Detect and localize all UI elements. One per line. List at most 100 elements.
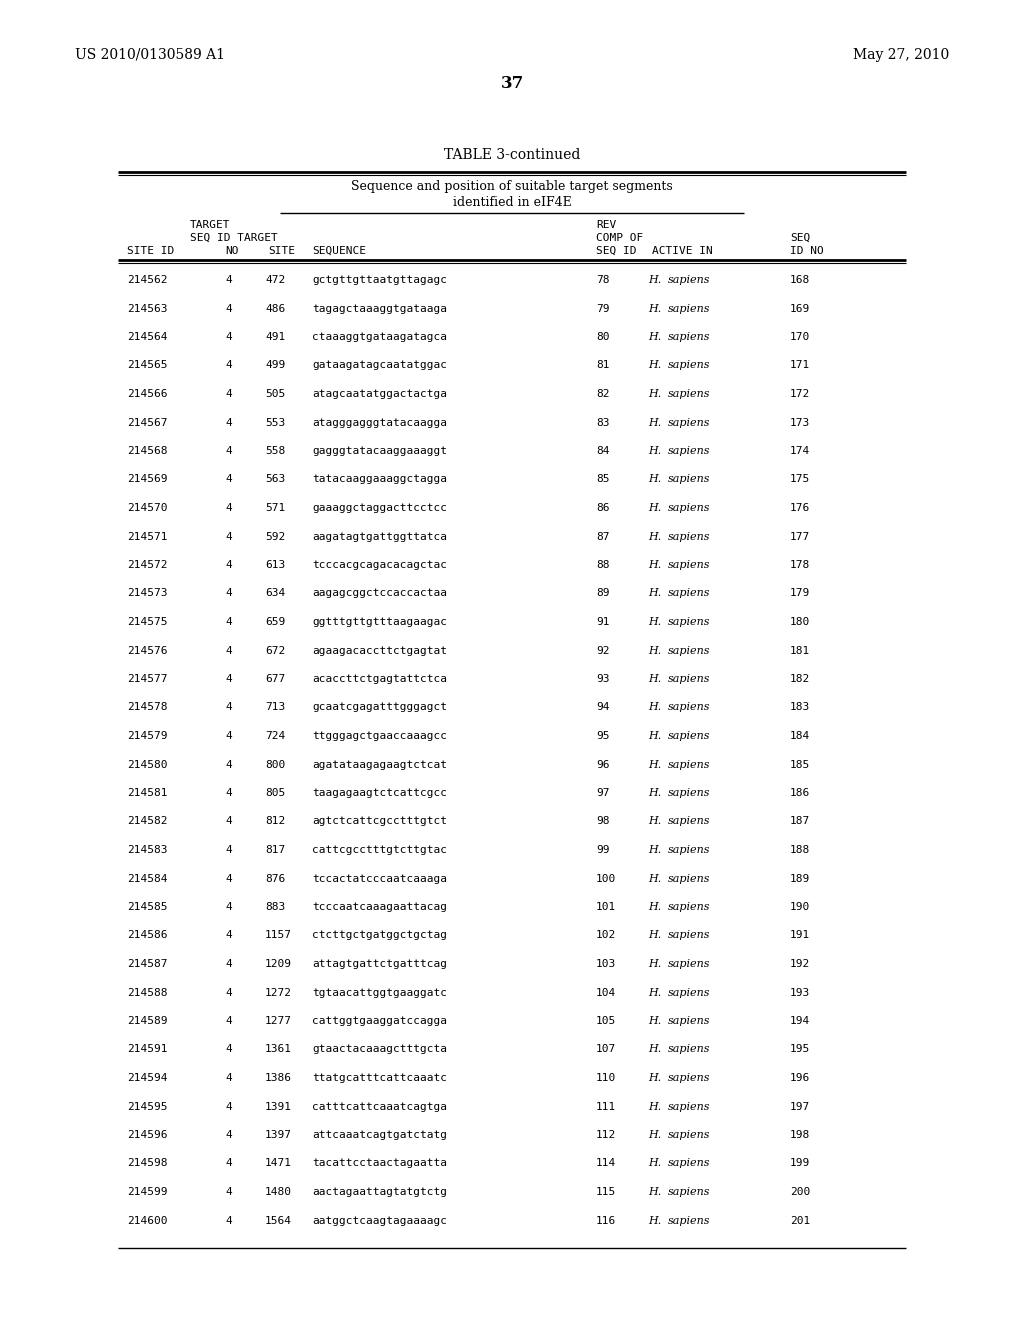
Text: H.: H.	[648, 960, 662, 969]
Text: sapiens: sapiens	[668, 446, 711, 455]
Text: 85: 85	[596, 474, 609, 484]
Text: 187: 187	[790, 817, 810, 826]
Text: 107: 107	[596, 1044, 616, 1055]
Text: 214588: 214588	[127, 987, 168, 998]
Text: sapiens: sapiens	[668, 731, 711, 741]
Text: 94: 94	[596, 702, 609, 713]
Text: 181: 181	[790, 645, 810, 656]
Text: H.: H.	[648, 1073, 662, 1082]
Text: H.: H.	[648, 1187, 662, 1197]
Text: gctgttgttaatgttagagc: gctgttgttaatgttagagc	[312, 275, 447, 285]
Text: 4: 4	[225, 589, 231, 598]
Text: 672: 672	[265, 645, 286, 656]
Text: 1277: 1277	[265, 1016, 292, 1026]
Text: 214579: 214579	[127, 731, 168, 741]
Text: taagagaagtctcattcgcc: taagagaagtctcattcgcc	[312, 788, 447, 799]
Text: 84: 84	[596, 446, 609, 455]
Text: 4: 4	[225, 474, 231, 484]
Text: 97: 97	[596, 788, 609, 799]
Text: sapiens: sapiens	[668, 874, 711, 883]
Text: 100: 100	[596, 874, 616, 883]
Text: 111: 111	[596, 1101, 616, 1111]
Text: 1361: 1361	[265, 1044, 292, 1055]
Text: 812: 812	[265, 817, 286, 826]
Text: 613: 613	[265, 560, 286, 570]
Text: 4: 4	[225, 532, 231, 541]
Text: sapiens: sapiens	[668, 389, 711, 399]
Text: 817: 817	[265, 845, 286, 855]
Text: tgtaacattggtgaaggatc: tgtaacattggtgaaggatc	[312, 987, 447, 998]
Text: REV: REV	[596, 220, 616, 230]
Text: 4: 4	[225, 731, 231, 741]
Text: 4: 4	[225, 503, 231, 513]
Text: H.: H.	[648, 304, 662, 314]
Text: 4: 4	[225, 702, 231, 713]
Text: 214584: 214584	[127, 874, 168, 883]
Text: 195: 195	[790, 1044, 810, 1055]
Text: attagtgattctgatttcag: attagtgattctgatttcag	[312, 960, 447, 969]
Text: H.: H.	[648, 731, 662, 741]
Text: 214576: 214576	[127, 645, 168, 656]
Text: 200: 200	[790, 1187, 810, 1197]
Text: 101: 101	[596, 902, 616, 912]
Text: H.: H.	[648, 759, 662, 770]
Text: 172: 172	[790, 389, 810, 399]
Text: aatggctcaagtagaaaagc: aatggctcaagtagaaaagc	[312, 1216, 447, 1225]
Text: 4: 4	[225, 333, 231, 342]
Text: sapiens: sapiens	[668, 532, 711, 541]
Text: H.: H.	[648, 817, 662, 826]
Text: 1564: 1564	[265, 1216, 292, 1225]
Text: 92: 92	[596, 645, 609, 656]
Text: 88: 88	[596, 560, 609, 570]
Text: H.: H.	[648, 360, 662, 371]
Text: 214587: 214587	[127, 960, 168, 969]
Text: 4: 4	[225, 817, 231, 826]
Text: SITE ID: SITE ID	[127, 246, 174, 256]
Text: sapiens: sapiens	[668, 474, 711, 484]
Text: 214572: 214572	[127, 560, 168, 570]
Text: 112: 112	[596, 1130, 616, 1140]
Text: 214582: 214582	[127, 817, 168, 826]
Text: 4: 4	[225, 931, 231, 940]
Text: 214573: 214573	[127, 589, 168, 598]
Text: sapiens: sapiens	[668, 417, 711, 428]
Text: 193: 193	[790, 987, 810, 998]
Text: sapiens: sapiens	[668, 275, 711, 285]
Text: tcccaatcaaagaattacag: tcccaatcaaagaattacag	[312, 902, 447, 912]
Text: tccactatcccaatcaaaga: tccactatcccaatcaaaga	[312, 874, 447, 883]
Text: 99: 99	[596, 845, 609, 855]
Text: 4: 4	[225, 1044, 231, 1055]
Text: sapiens: sapiens	[668, 1159, 711, 1168]
Text: 4: 4	[225, 417, 231, 428]
Text: 96: 96	[596, 759, 609, 770]
Text: 214570: 214570	[127, 503, 168, 513]
Text: gataagatagcaatatggac: gataagatagcaatatggac	[312, 360, 447, 371]
Text: sapiens: sapiens	[668, 333, 711, 342]
Text: 103: 103	[596, 960, 616, 969]
Text: 189: 189	[790, 874, 810, 883]
Text: sapiens: sapiens	[668, 589, 711, 598]
Text: 188: 188	[790, 845, 810, 855]
Text: sapiens: sapiens	[668, 304, 711, 314]
Text: sapiens: sapiens	[668, 1044, 711, 1055]
Text: 91: 91	[596, 616, 609, 627]
Text: 558: 558	[265, 446, 286, 455]
Text: 214591: 214591	[127, 1044, 168, 1055]
Text: 173: 173	[790, 417, 810, 428]
Text: H.: H.	[648, 931, 662, 940]
Text: 179: 179	[790, 589, 810, 598]
Text: US 2010/0130589 A1: US 2010/0130589 A1	[75, 48, 225, 62]
Text: sapiens: sapiens	[668, 845, 711, 855]
Text: 499: 499	[265, 360, 286, 371]
Text: SEQUENCE: SEQUENCE	[312, 246, 366, 256]
Text: TABLE 3-continued: TABLE 3-continued	[443, 148, 581, 162]
Text: 104: 104	[596, 987, 616, 998]
Text: Sequence and position of suitable target segments: Sequence and position of suitable target…	[351, 180, 673, 193]
Text: H.: H.	[648, 1016, 662, 1026]
Text: H.: H.	[648, 788, 662, 799]
Text: H.: H.	[648, 874, 662, 883]
Text: agtctcattcgcctttgtct: agtctcattcgcctttgtct	[312, 817, 447, 826]
Text: H.: H.	[648, 389, 662, 399]
Text: ggtttgttgtttaagaagac: ggtttgttgtttaagaagac	[312, 616, 447, 627]
Text: sapiens: sapiens	[668, 360, 711, 371]
